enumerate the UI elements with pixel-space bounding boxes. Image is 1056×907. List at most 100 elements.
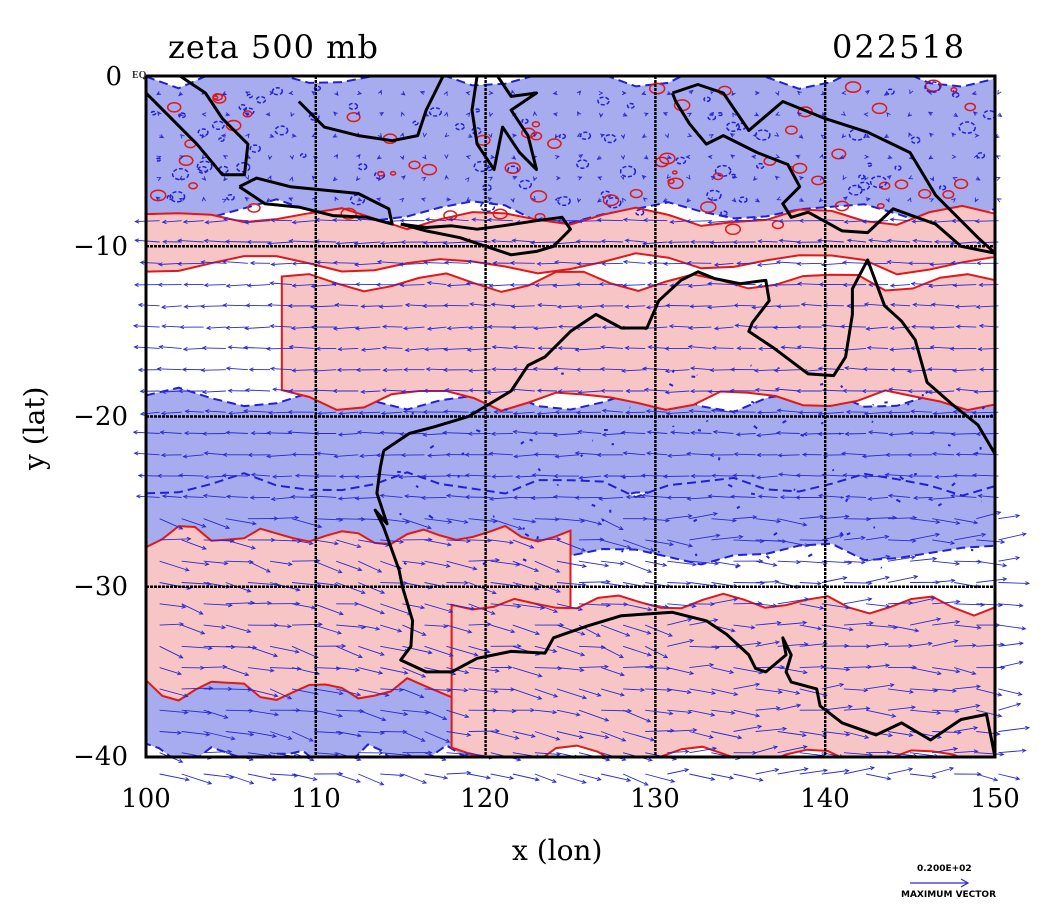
- wind-vector: [512, 773, 540, 782]
- wind-vector: [203, 709, 229, 719]
- wind-vector: [821, 667, 851, 672]
- wind-vector: [688, 89, 694, 95]
- noise-contour: [717, 111, 723, 117]
- wind-vector: [358, 750, 384, 756]
- wind-vector: [687, 344, 712, 349]
- wind-vector: [532, 430, 557, 436]
- wind-vector: [266, 198, 271, 203]
- wind-vector: [377, 89, 383, 95]
- wind-vector: [291, 731, 314, 742]
- wind-vector: [135, 494, 160, 499]
- wind-vector: [466, 347, 491, 352]
- wind-vector: [932, 599, 961, 605]
- wind-vector: [862, 474, 889, 479]
- wind-vector: [887, 624, 920, 633]
- wind-vector: [534, 709, 558, 715]
- wind-vector: [817, 431, 844, 437]
- wind-vector: [157, 282, 182, 287]
- wind-vector: [512, 624, 541, 636]
- wind-vector: [733, 773, 764, 782]
- wind-vector: [645, 518, 671, 523]
- wind-vector: [777, 559, 802, 565]
- wind-vector: [775, 259, 800, 265]
- noise-contour: [536, 536, 539, 540]
- noise-contour: [792, 162, 808, 174]
- wind-vector: [314, 709, 344, 718]
- noise-contour: [951, 482, 956, 487]
- wind-vector: [182, 454, 204, 459]
- noise-contour: [964, 102, 977, 112]
- wind-vector: [953, 89, 958, 95]
- wind-vector: [404, 347, 425, 353]
- wind-vector: [399, 218, 425, 223]
- wind-vector: [865, 683, 895, 690]
- noise-contour: [694, 553, 698, 557]
- wind-vector: [512, 667, 543, 678]
- wind-vector: [160, 452, 182, 458]
- wind-vector: [490, 643, 522, 649]
- wind-vector: [491, 367, 513, 372]
- wind-vector: [444, 132, 450, 138]
- wind-vector: [225, 325, 248, 330]
- wind-vector: [444, 260, 469, 265]
- wind-vector: [467, 431, 491, 436]
- vector-legend-label: MAXIMUM VECTOR: [901, 890, 997, 900]
- wind-vector: [465, 91, 471, 96]
- noise-contour: [784, 125, 798, 135]
- wind-vector: [755, 767, 780, 775]
- wind-vector: [270, 496, 293, 502]
- coastline: [470, 76, 538, 172]
- wind-vector: [754, 387, 778, 393]
- wind-vector: [137, 302, 160, 308]
- wind-vector: [247, 731, 278, 739]
- wind-vector: [912, 495, 933, 501]
- wind-vector: [645, 409, 668, 414]
- noise-contour: [918, 188, 932, 199]
- wind-vector: [690, 430, 712, 435]
- noise-contour: [697, 429, 702, 432]
- wind-vector: [887, 688, 915, 694]
- wind-vector: [798, 176, 805, 181]
- wind-vector: [600, 624, 631, 637]
- wind-vector: [729, 133, 735, 138]
- wind-vector: [842, 473, 867, 478]
- noise-contour: [706, 189, 722, 201]
- wind-vector: [182, 219, 204, 224]
- wind-vector: [424, 645, 454, 657]
- wind-vector: [336, 560, 363, 572]
- wind-vector: [929, 198, 935, 203]
- wind-vector: [972, 111, 978, 116]
- wind-vector: [510, 89, 516, 95]
- wind-vector: [224, 239, 248, 244]
- noise-contour: [524, 532, 530, 537]
- wind-vector: [493, 409, 513, 415]
- wind-vector: [554, 454, 580, 459]
- wind-vector: [865, 663, 891, 669]
- wind-vector: [909, 89, 914, 95]
- wind-vector: [688, 408, 712, 414]
- wind-vector: [313, 560, 343, 574]
- wind-vector: [646, 260, 668, 266]
- wind-vector: [596, 452, 624, 458]
- wind-vector: [337, 496, 359, 501]
- wind-vector: [711, 773, 735, 780]
- wind-vector: [355, 176, 361, 182]
- wind-vector: [291, 283, 315, 288]
- wind-vector: [754, 112, 760, 117]
- wind-vector: [884, 133, 889, 139]
- wind-vector: [380, 709, 409, 717]
- wind-vector: [777, 539, 810, 548]
- wind-vector: [711, 473, 734, 478]
- wind-vector: [931, 451, 955, 456]
- wind-vector: [755, 518, 782, 524]
- wind-vector: [843, 196, 848, 201]
- wind-vector: [400, 132, 405, 138]
- wind-vector: [156, 155, 162, 160]
- wind-vector: [287, 303, 315, 309]
- wind-vector: [353, 241, 381, 246]
- wind-vector: [712, 429, 734, 435]
- noise-contour: [471, 127, 482, 135]
- wind-vector: [955, 324, 977, 329]
- wind-vector: [601, 560, 625, 566]
- noise-contour: [537, 467, 541, 472]
